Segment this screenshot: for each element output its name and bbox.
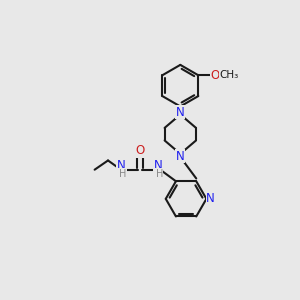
Text: H: H [118,169,126,179]
Text: N: N [206,192,215,206]
Text: O: O [135,145,145,158]
Text: H: H [156,169,163,179]
Text: O: O [210,69,220,82]
Text: N: N [154,159,163,172]
Text: N: N [176,106,185,119]
Text: N: N [176,150,185,163]
Text: CH₃: CH₃ [220,70,239,80]
Text: N: N [117,159,126,172]
